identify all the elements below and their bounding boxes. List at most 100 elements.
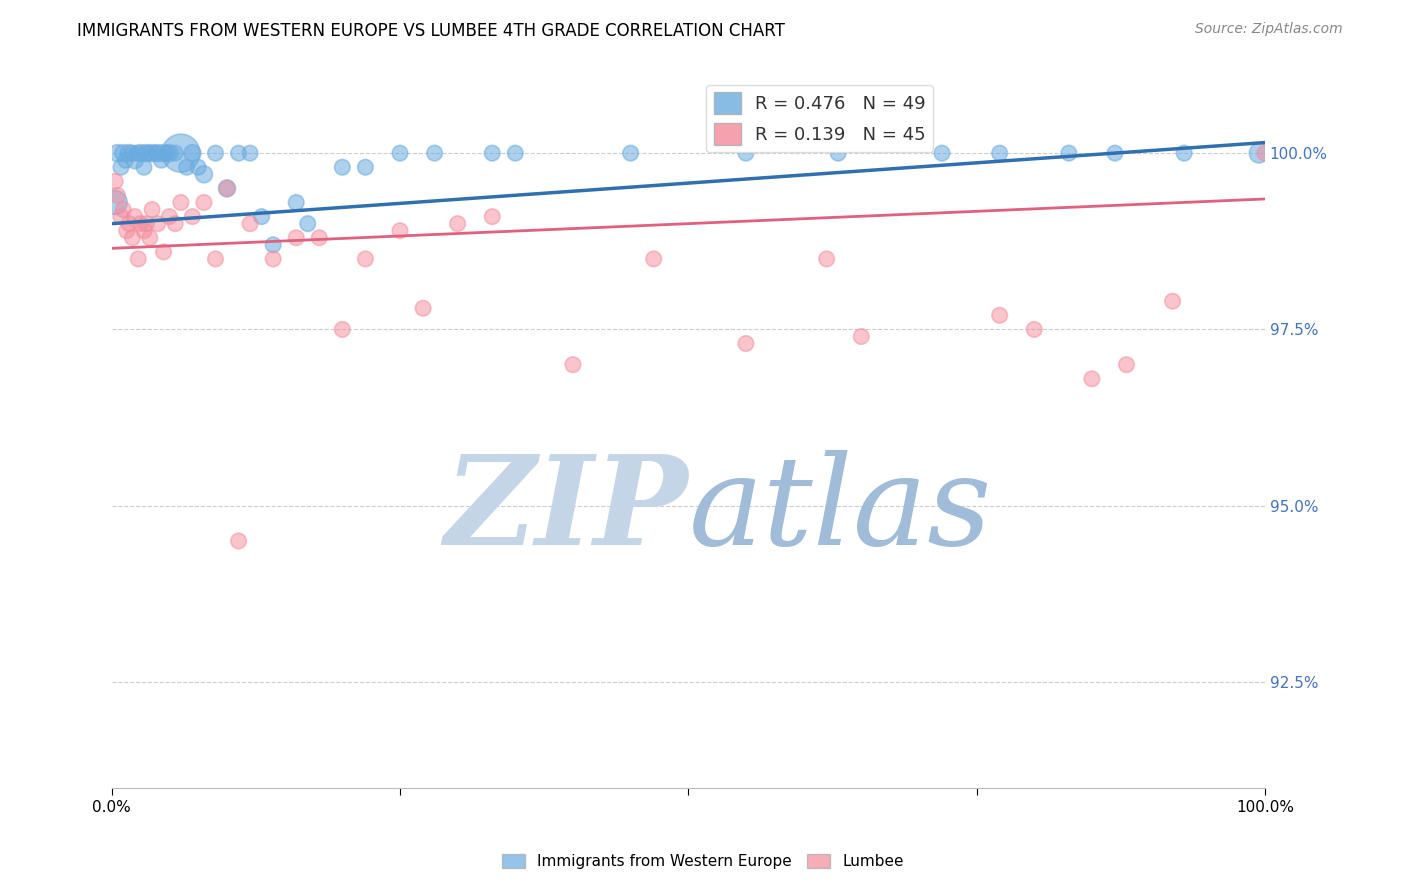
Point xyxy=(204,146,226,161)
Point xyxy=(388,146,411,161)
Point xyxy=(146,146,169,161)
Point xyxy=(124,210,146,224)
Point xyxy=(181,210,204,224)
Point xyxy=(110,160,132,174)
Point xyxy=(1254,146,1277,161)
Point xyxy=(988,146,1011,161)
Point xyxy=(330,160,353,174)
Point xyxy=(170,195,193,210)
Point xyxy=(505,146,527,161)
Point xyxy=(146,217,169,231)
Text: ZIP: ZIP xyxy=(444,450,689,572)
Point xyxy=(139,231,162,245)
Point xyxy=(118,146,141,161)
Point xyxy=(110,210,132,224)
Point xyxy=(193,167,215,181)
Point xyxy=(250,210,273,224)
Point xyxy=(1081,372,1104,386)
Point xyxy=(262,237,284,252)
Point xyxy=(132,160,155,174)
Point xyxy=(228,146,250,161)
Point xyxy=(1161,294,1184,309)
Point xyxy=(308,231,330,245)
Point xyxy=(129,217,152,231)
Point xyxy=(481,146,503,161)
Point xyxy=(152,244,174,259)
Point xyxy=(228,533,250,548)
Point xyxy=(239,217,262,231)
Point xyxy=(118,217,141,231)
Point xyxy=(285,231,308,245)
Point xyxy=(447,217,470,231)
Point xyxy=(135,146,157,161)
Point xyxy=(931,146,953,161)
Point xyxy=(827,146,849,161)
Legend: R = 0.476   N = 49, R = 0.139   N = 45: R = 0.476 N = 49, R = 0.139 N = 45 xyxy=(706,85,934,153)
Point xyxy=(150,153,173,168)
Legend: Immigrants from Western Europe, Lumbee: Immigrants from Western Europe, Lumbee xyxy=(496,848,910,875)
Point xyxy=(620,146,643,161)
Point xyxy=(112,202,135,217)
Text: Source: ZipAtlas.com: Source: ZipAtlas.com xyxy=(1195,22,1343,37)
Point xyxy=(138,146,160,161)
Point xyxy=(157,146,180,161)
Point xyxy=(330,322,353,336)
Point xyxy=(107,188,129,202)
Point xyxy=(135,217,157,231)
Point xyxy=(1173,146,1195,161)
Point xyxy=(215,181,238,195)
Point xyxy=(735,146,758,161)
Point xyxy=(115,224,138,238)
Point xyxy=(104,195,127,210)
Point xyxy=(423,146,446,161)
Point xyxy=(127,252,149,266)
Point xyxy=(132,224,155,238)
Point xyxy=(562,358,585,372)
Point xyxy=(412,301,434,316)
Point xyxy=(481,210,503,224)
Point xyxy=(215,181,238,195)
Point xyxy=(165,217,187,231)
Point xyxy=(354,160,377,174)
Point xyxy=(129,146,152,161)
Point xyxy=(141,146,163,161)
Point xyxy=(145,146,167,161)
Point xyxy=(262,252,284,266)
Point xyxy=(1057,146,1080,161)
Point xyxy=(815,252,838,266)
Point xyxy=(125,146,148,161)
Point xyxy=(187,160,209,174)
Point xyxy=(354,252,377,266)
Point xyxy=(297,217,319,231)
Point xyxy=(176,160,198,174)
Point xyxy=(204,252,226,266)
Point xyxy=(141,202,163,217)
Point xyxy=(851,329,873,343)
Point xyxy=(121,146,143,161)
Point xyxy=(643,252,665,266)
Point xyxy=(107,146,129,161)
Point xyxy=(181,146,204,161)
Point xyxy=(735,336,758,351)
Point xyxy=(165,146,187,161)
Point xyxy=(193,195,215,210)
Point xyxy=(170,146,193,161)
Point xyxy=(157,210,180,224)
Point xyxy=(285,195,308,210)
Point xyxy=(1104,146,1126,161)
Point xyxy=(121,231,143,245)
Point xyxy=(114,153,136,168)
Point xyxy=(104,174,127,188)
Point xyxy=(152,146,174,161)
Point xyxy=(124,153,146,168)
Text: IMMIGRANTS FROM WESTERN EUROPE VS LUMBEE 4TH GRADE CORRELATION CHART: IMMIGRANTS FROM WESTERN EUROPE VS LUMBEE… xyxy=(77,22,785,40)
Point xyxy=(388,224,411,238)
Point xyxy=(112,146,135,161)
Point xyxy=(1115,358,1137,372)
Point xyxy=(988,308,1011,322)
Text: atlas: atlas xyxy=(689,450,991,572)
Point xyxy=(156,146,179,161)
Point xyxy=(1024,322,1046,336)
Point xyxy=(1249,146,1271,161)
Point xyxy=(239,146,262,161)
